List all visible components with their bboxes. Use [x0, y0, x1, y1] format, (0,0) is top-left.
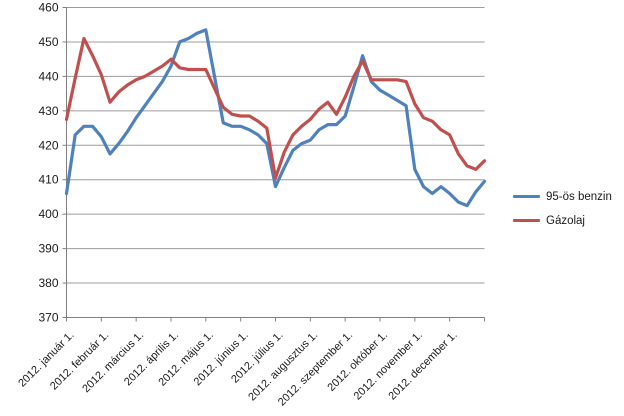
x-axis-label: 2012. március 1.: [80, 329, 146, 395]
x-axis-label: 2012. december 1.: [386, 329, 459, 402]
x-axis-label: 2012. október 1.: [325, 329, 390, 394]
legend-line-sample-benzin: [513, 195, 540, 198]
chart-legend: 95-ös benzin Gázolaj: [513, 190, 612, 227]
series-line-benzin[interactable]: [64, 28, 487, 208]
series-line-gazolaj[interactable]: [64, 36, 487, 180]
y-axis-label: 430: [38, 104, 58, 118]
y-axis-label: 440: [38, 69, 58, 83]
legend-item-benzin[interactable]: 95-ös benzin: [513, 190, 612, 203]
legend-label-benzin: 95-ös benzin: [546, 190, 612, 203]
y-axis-label: 410: [38, 173, 58, 187]
y-axis-label: 450: [38, 35, 58, 49]
y-axis-label: 380: [38, 276, 58, 290]
y-axis-label: 460: [38, 1, 58, 15]
y-axis-label: 420: [38, 138, 58, 152]
legend-line-sample-gazolaj: [513, 219, 540, 222]
legend-label-gazolaj: Gázolaj: [546, 214, 585, 227]
y-axis-label: 390: [38, 242, 58, 256]
y-axis-label: 400: [38, 207, 58, 221]
y-axis-label: 370: [38, 311, 58, 325]
legend-item-gazolaj[interactable]: Gázolaj: [513, 214, 612, 227]
